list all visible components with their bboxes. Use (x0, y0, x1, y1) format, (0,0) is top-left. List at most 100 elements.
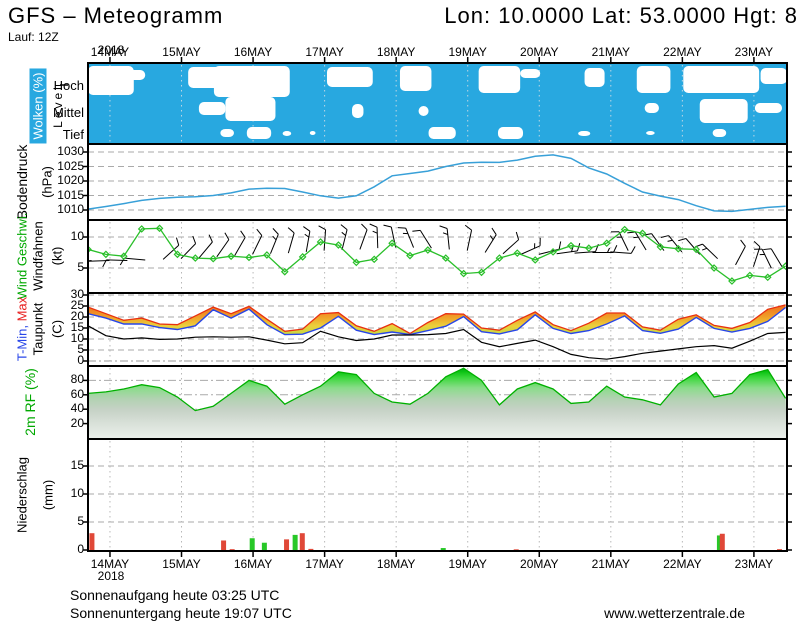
rh-line (88, 367, 787, 412)
cloud-blob (352, 104, 364, 118)
wind-barb (610, 246, 636, 254)
day-label-bottom: 22MAY (663, 557, 702, 571)
wind-barb (340, 224, 348, 251)
wind-marker (710, 264, 718, 272)
wind-marker (728, 277, 736, 285)
day-label-bottom: 19MAY (448, 557, 487, 571)
day-label-top: 23MAY (734, 45, 774, 59)
cloud-blob (646, 131, 655, 135)
pressure-tick-label: 1010 (57, 202, 84, 216)
cloud-blob (699, 99, 748, 123)
wind-marker (674, 244, 683, 253)
temp-tick-label: 20 (70, 309, 84, 323)
cloud-blob (497, 127, 524, 139)
precip-bar (284, 539, 290, 550)
rh-tick-label: 20 (70, 415, 84, 430)
wind-marker (763, 273, 772, 282)
wind-marker (227, 252, 235, 261)
wind-marker (441, 254, 450, 262)
wind-speed-label: Wind Geschwi. (14, 212, 30, 300)
wind-marker (388, 239, 396, 248)
cloud-row-tief: Tief (62, 127, 84, 142)
wind-barb (198, 234, 213, 259)
wind-marker (137, 225, 146, 233)
year-label-top: 2018 (97, 43, 125, 57)
rh-tick-label: 60 (70, 386, 84, 401)
wind-barb (303, 226, 311, 252)
wind-marker (245, 253, 253, 262)
precip-bar (261, 542, 267, 550)
wind-tick-label: 5 (77, 260, 84, 274)
sunrise-text: Sonnenaufgang heute 03:25 UTC (70, 587, 280, 603)
cloud-blob (478, 66, 521, 93)
pressure-panel-label: Bodendruck (14, 144, 30, 220)
cloud-blob (127, 70, 146, 80)
wind-marker (316, 238, 325, 246)
wind-marker (459, 269, 468, 278)
wind-tick-label: 10 (70, 229, 84, 243)
cloud-blob (644, 103, 659, 113)
temp-tick-label: 10 (70, 331, 84, 345)
wind-barb (484, 227, 497, 253)
wind-marker (745, 271, 754, 280)
precip-panel-label: Niederschlag (14, 457, 30, 533)
wind-barb (610, 231, 629, 251)
wind-marker (191, 254, 200, 262)
precip-bar (249, 538, 255, 550)
wind-marker (620, 225, 629, 234)
cloud-blob (246, 127, 272, 139)
cloud-row-hoch: Hoch (53, 78, 84, 93)
wind-barb (318, 225, 327, 251)
wind-marker (638, 229, 647, 238)
temp-tick-label: 25 (70, 298, 84, 312)
wind-barb (216, 232, 230, 258)
wind-marker (549, 248, 557, 256)
wind-barb (369, 223, 379, 249)
wind-marker (585, 244, 593, 253)
wind-barb (439, 225, 450, 250)
cloud-blob (198, 102, 226, 115)
precip-tick-label: 15 (70, 458, 84, 472)
precip-bar (777, 549, 783, 550)
temp-band (88, 304, 786, 335)
pressure-line (88, 154, 786, 213)
day-label-top: 17MAY (305, 45, 344, 59)
site-link[interactable]: www.wetterzentrale.de (604, 605, 745, 621)
day-label-top: 18MAY (376, 45, 416, 59)
temp-tick-label: 30 (70, 287, 84, 301)
precip-bar (440, 548, 446, 550)
precip-bar (221, 540, 227, 550)
wind-barb (752, 240, 761, 267)
pressure-tick-label: 1025 (57, 158, 84, 173)
cloud-blob (188, 67, 222, 88)
wind-marker (477, 268, 486, 277)
day-label-bottom: 23MAY (734, 557, 774, 571)
precip-tick-label: 5 (77, 514, 84, 528)
wind-barb (269, 228, 279, 254)
day-label-bottom: 21MAY (591, 557, 631, 571)
cloud-blob (683, 66, 760, 93)
day-label-bottom: 20MAY (520, 557, 559, 571)
day-label-top: 16MAY (233, 45, 273, 59)
wind-barb (287, 227, 295, 254)
wind-barb (754, 248, 772, 269)
wind-marker (119, 252, 128, 261)
day-label-bottom: 16MAY (233, 557, 273, 571)
pressure-tick-label: 1020 (57, 173, 84, 187)
precip-tick-label: 0 (77, 542, 84, 556)
wind-marker (513, 249, 522, 257)
cloud-blob (760, 68, 787, 84)
day-label-top: 14MAY (90, 45, 130, 59)
wind-marker (692, 245, 701, 254)
precip-bar (716, 535, 722, 550)
rh-tick-label: 80 (70, 372, 84, 387)
wind-barb (520, 237, 541, 255)
temp-tick-label: 0 (77, 353, 84, 367)
wind-marker (370, 255, 379, 264)
precip-bar (719, 533, 725, 550)
cloud-blob (326, 67, 373, 87)
day-label-bottom: 14MAY (90, 557, 130, 571)
day-label-bottom: 17MAY (305, 557, 344, 571)
day-label-bottom: 15MAY (162, 557, 201, 571)
